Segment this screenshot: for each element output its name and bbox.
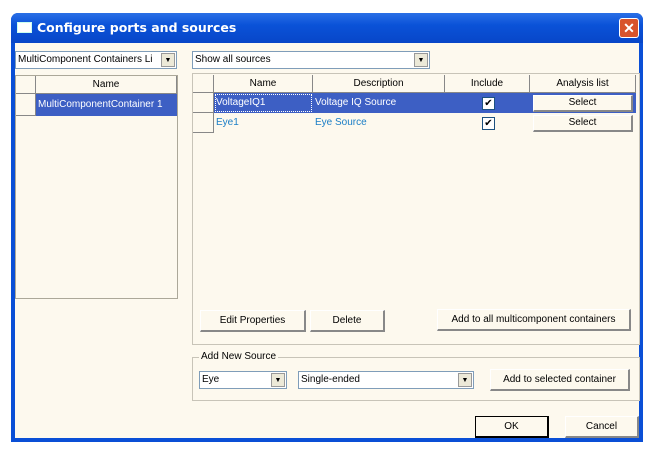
add-new-source-group [192,357,640,401]
source-name[interactable]: Eye1 [216,117,239,128]
container-list-value: MultiComponent Containers Li [18,54,153,65]
column-header-name[interactable]: Name [214,75,313,93]
source-description[interactable]: Eye Source [315,117,367,128]
container-list-combo[interactable]: MultiComponent Containers Li ▼ [15,51,177,69]
delete-button[interactable]: Delete [310,310,385,332]
window-title: Configure ports and sources [37,20,237,35]
title-bar[interactable]: Configure ports and sources ✕ [11,13,643,43]
source-type-combo[interactable]: Eye ▼ [199,371,287,389]
source-description[interactable]: Voltage IQ Source [315,97,397,108]
source-row-selected[interactable] [214,93,636,113]
row-header[interactable] [193,113,214,133]
source-filter-value: Show all sources [195,54,271,65]
column-header-description[interactable]: Description [313,75,445,93]
select-analysis-button[interactable]: Select [533,115,633,132]
source-mode-combo[interactable]: Single-ended ▼ [298,371,474,389]
container-grid: Name MultiComponentContainer 1 [15,75,178,299]
row-header-corner [16,76,36,94]
column-header-analysis-list[interactable]: Analysis list [530,75,636,93]
source-mode-value: Single-ended [301,374,360,385]
add-to-all-containers-button[interactable]: Add to all multicomponent containers [437,309,631,331]
add-to-selected-container-button[interactable]: Add to selected container [490,369,630,391]
dialog-window: Configure ports and sources ✕ MultiCompo… [11,13,643,442]
include-checkbox[interactable]: ✔ [482,117,495,130]
sources-group [192,73,640,345]
row-header-corner [193,75,214,93]
container-row[interactable]: MultiComponentContainer 1 [36,94,177,116]
row-header[interactable] [16,94,36,116]
window-icon [17,22,32,33]
chevron-down-icon[interactable]: ▼ [458,373,472,387]
sources-grid: Name Description Include Analysis list V… [193,75,639,305]
add-new-source-legend: Add New Source [199,351,279,362]
source-name[interactable]: VoltageIQ1 [214,93,313,113]
edit-properties-button[interactable]: Edit Properties [200,310,306,332]
dialog-body: MultiComponent Containers Li ▼ Name Mult… [15,43,640,438]
chevron-down-icon[interactable]: ▼ [271,373,285,387]
ok-button[interactable]: OK [475,416,549,438]
chevron-down-icon[interactable]: ▼ [414,53,428,67]
column-header-include[interactable]: Include [445,75,530,93]
chevron-down-icon[interactable]: ▼ [161,53,175,67]
include-checkbox[interactable]: ✔ [482,97,495,110]
source-type-value: Eye [202,374,220,385]
source-filter-combo[interactable]: Show all sources ▼ [192,51,430,69]
row-header[interactable] [193,93,214,113]
cancel-button[interactable]: Cancel [565,416,639,438]
close-icon[interactable]: ✕ [619,18,639,38]
column-header-name[interactable]: Name [36,76,177,94]
select-analysis-button[interactable]: Select [533,95,633,112]
